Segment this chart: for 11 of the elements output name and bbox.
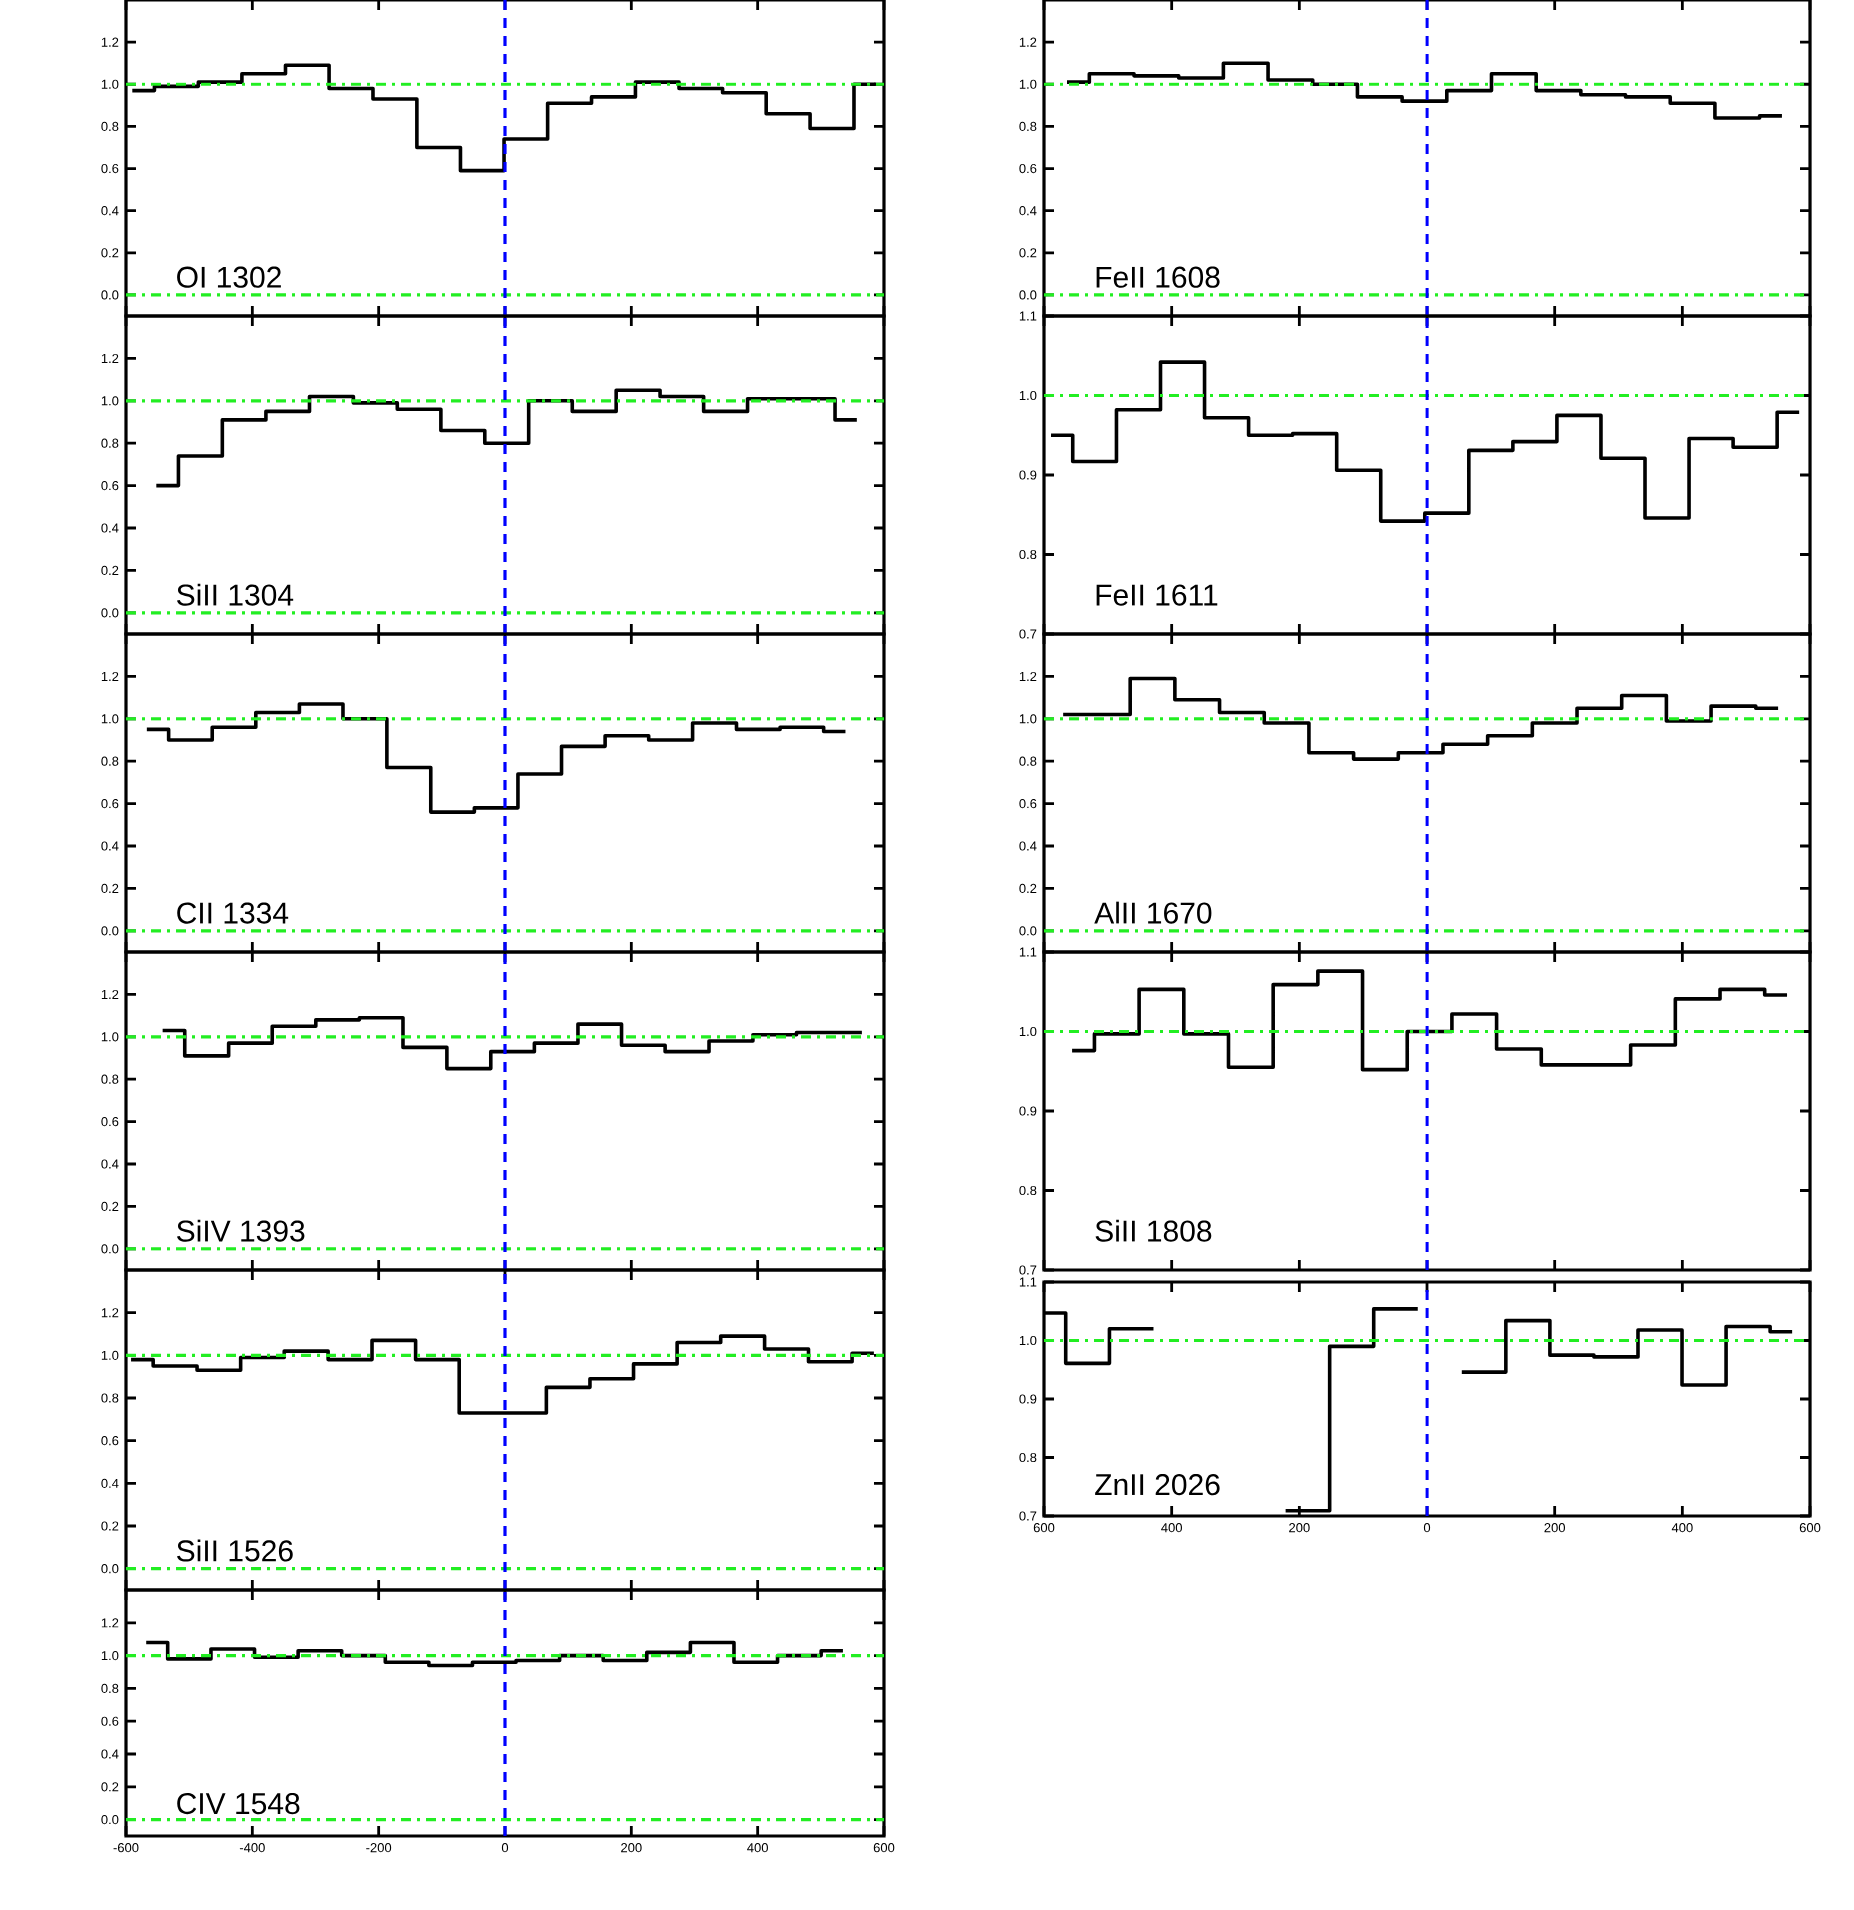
text: FeII 1611 bbox=[1096, 584, 1218, 606]
text: SiII 1526 bbox=[177, 1539, 293, 1562]
text: ZnII 2026 bbox=[1095, 1474, 1220, 1496]
text: AlII 1670 bbox=[1094, 901, 1212, 924]
text: CII 1334 bbox=[177, 902, 289, 924]
text: CIV 1548 bbox=[177, 1792, 300, 1815]
text: SiII 1304 bbox=[177, 583, 294, 606]
text: SiII 1808 bbox=[1095, 1219, 1212, 1242]
text: FeII 1608 bbox=[1096, 266, 1220, 288]
text: OI 1302 bbox=[177, 266, 281, 288]
text: SiIV 1393 bbox=[177, 1219, 305, 1242]
